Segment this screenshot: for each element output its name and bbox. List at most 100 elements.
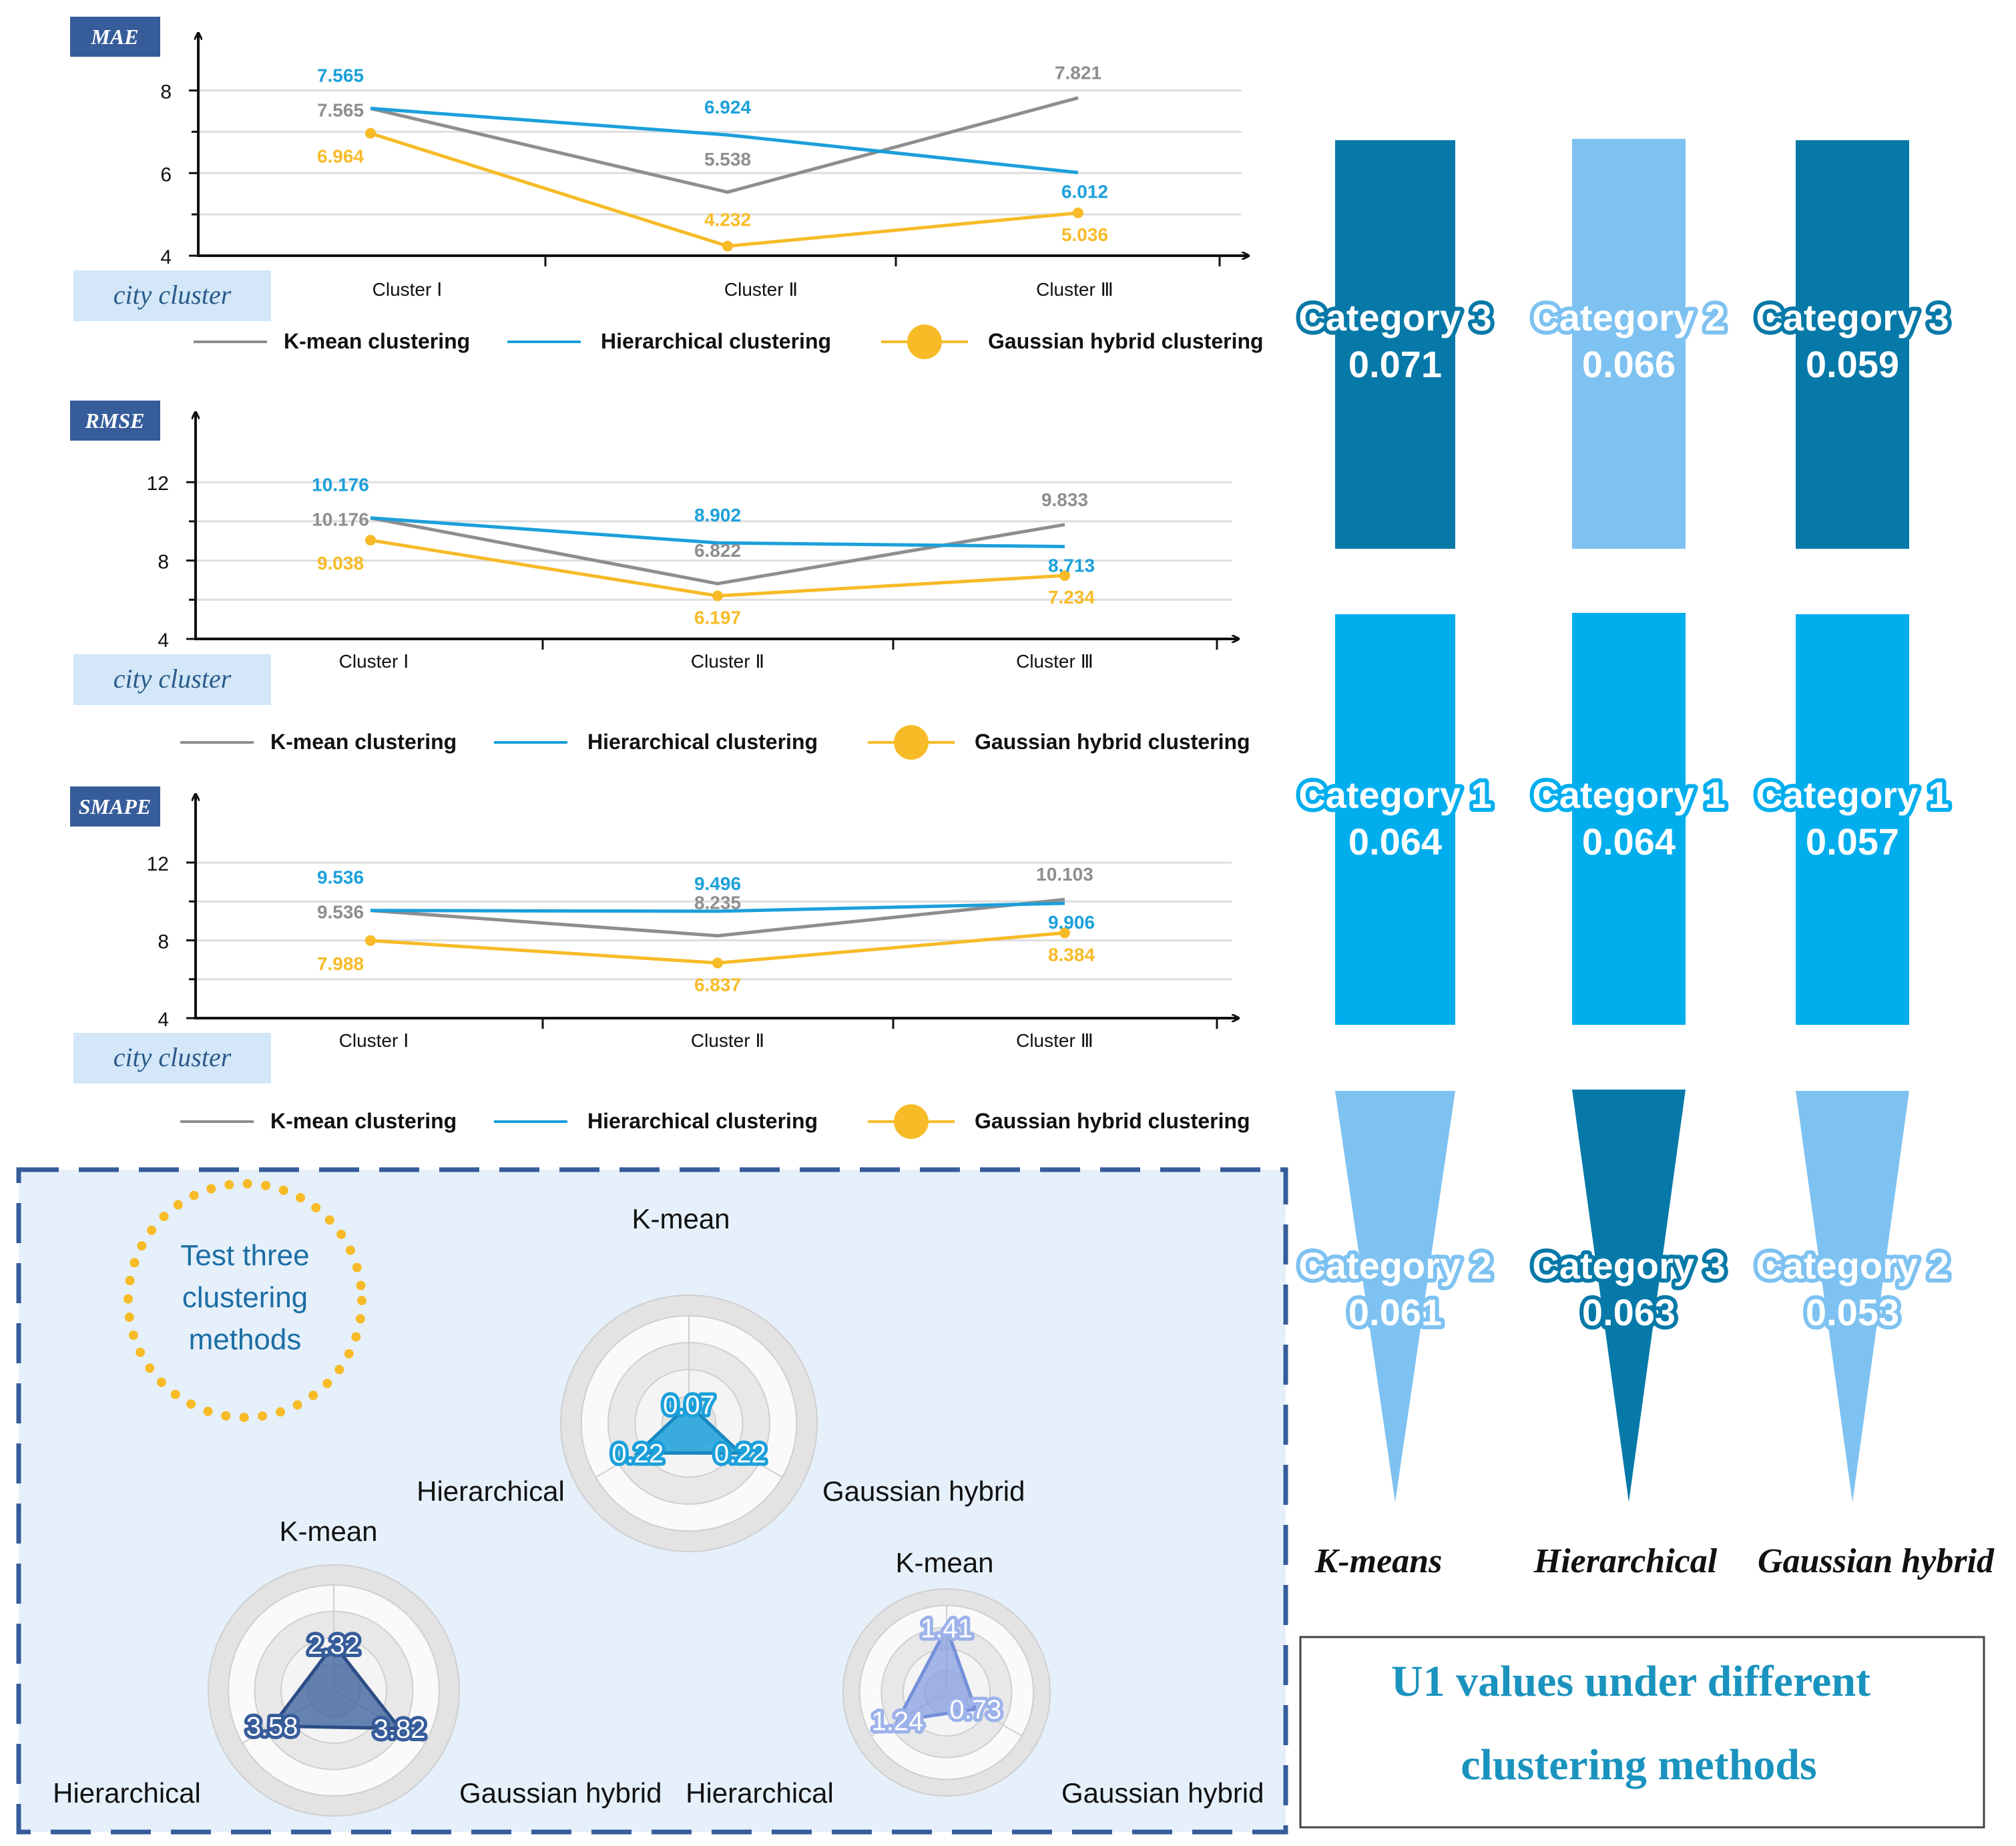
badge-text-line3: methods (189, 1323, 302, 1356)
radar-value-label: 3.82 (374, 1714, 426, 1744)
legend-marker-gaussian (894, 1104, 929, 1139)
x-tick-label: Cluster Ⅱ (724, 279, 798, 300)
x-axis-title: city cluster (113, 664, 232, 694)
x-axis-title: city cluster (113, 1042, 232, 1072)
radar-axis-label: K-mean (632, 1203, 730, 1234)
radar-axis-label: Hierarchical (686, 1777, 834, 1809)
radar-polygon (894, 1624, 978, 1723)
u1-bar (1796, 614, 1909, 1025)
data-label: 6.924 (704, 97, 751, 118)
u1-bar (1796, 1091, 1909, 1502)
u1-bar (1572, 139, 1686, 549)
data-label: 8.235 (694, 893, 741, 913)
y-tick-label: 12 (147, 473, 169, 495)
data-label: 7.565 (317, 99, 364, 120)
legend-label-gaussian: Gaussian hybrid clustering (975, 730, 1250, 754)
series-line-1 (370, 516, 1065, 549)
u1-category-label: Category 1 (1532, 774, 1725, 816)
radar-value-label: 0.22 (714, 1439, 766, 1468)
data-label: 6.964 (317, 146, 364, 167)
badge-text-line1: Test three (180, 1239, 309, 1272)
legend-label-kmean: K-mean clustering (284, 329, 470, 353)
series-point (712, 957, 723, 969)
series-point (365, 935, 376, 946)
radar-axis-label: K-mean (895, 1547, 993, 1578)
metric-badge (70, 786, 160, 827)
x-axis-title: city cluster (113, 280, 232, 310)
u1-category-label: Category 2 (1756, 1244, 1949, 1287)
radar-value-label: 0.22 (611, 1439, 664, 1468)
u1-title-line1: U1 values under different (1391, 1657, 1870, 1706)
series-line-1 (370, 106, 1079, 174)
metric-badge (70, 401, 160, 441)
legend-label-hierarchical: Hierarchical clustering (587, 1109, 818, 1133)
series-line-1 (370, 901, 1065, 913)
data-label: 9.906 (1048, 912, 1095, 933)
metric-title: MAE (90, 25, 138, 49)
data-label: 6.197 (694, 608, 741, 628)
radar-axis-label: Gaussian hybrid (822, 1475, 1025, 1507)
data-label: 6.822 (694, 540, 741, 561)
legend-label-hierarchical: Hierarchical clustering (587, 730, 818, 754)
radar-axis-label: Hierarchical (53, 1777, 201, 1809)
metric-title: RMSE (85, 409, 145, 433)
u1-bars: Category 3 0.071 Category 2 0.066 Category 3… (1294, 139, 1953, 1502)
x-tick-label: Cluster Ⅰ (372, 279, 443, 300)
data-label: 9.496 (694, 873, 741, 894)
radar-axis-label: K-mean (279, 1516, 377, 1547)
legend-marker-gaussian (907, 324, 942, 359)
dotted-badge-ring (123, 1179, 366, 1422)
series-point (365, 128, 376, 139)
legend-label-hierarchical: Hierarchical clustering (601, 329, 831, 353)
data-label: 9.536 (317, 902, 364, 923)
u1-bar (1796, 140, 1909, 549)
data-label: 5.538 (704, 149, 751, 170)
radar-value-label: 3.58 (246, 1712, 298, 1741)
series-line-0 (370, 897, 1065, 938)
data-label: 6.837 (694, 974, 741, 995)
smape-chart: 4 8 12 Cluster Ⅰ Cluster Ⅱ Cluster Ⅲ SMAPE city… (70, 786, 1250, 1139)
radar-chart-rmse: 2.32 3.82 3.58 K-mean Gaussian hybrid Hierarc… (53, 1516, 662, 1817)
y-tick-label: 4 (158, 1009, 169, 1031)
x-tick-label: Cluster Ⅱ (691, 651, 764, 672)
u1-bar (1335, 140, 1455, 549)
series-point (1059, 570, 1070, 582)
u1-category-label: Category 1 (1756, 774, 1949, 816)
u1-bar (1572, 613, 1686, 1025)
data-label: 9.038 (317, 553, 364, 573)
u1-category-label: Category 3 (1298, 296, 1491, 338)
y-tick-label: 4 (160, 246, 172, 268)
radar-axis-label: Gaussian hybrid (1061, 1777, 1264, 1809)
u1-value-label: 0.071 (1348, 343, 1442, 385)
series-point (722, 240, 733, 252)
u1-title-box (1299, 1636, 1985, 1829)
y-tick-label: 8 (160, 81, 172, 103)
radar-axis-label: Hierarchical (417, 1475, 565, 1507)
x-tick-label: Cluster Ⅰ (339, 651, 409, 672)
legend-label-kmean: K-mean clustering (270, 730, 457, 754)
data-label: 5.036 (1061, 224, 1108, 245)
data-label: 7.988 (317, 953, 364, 974)
series-point (712, 590, 723, 602)
radar-polygon (268, 1641, 403, 1730)
x-tick-label: Cluster Ⅲ (1016, 1030, 1093, 1051)
u1-column-label-hierarchical: Hierarchical (1533, 1542, 1718, 1580)
u1-title-line2: clustering methods (1461, 1741, 1816, 1789)
series-point (1073, 207, 1083, 218)
data-label: 10.176 (312, 509, 369, 530)
u1-value-label: 0.057 (1806, 821, 1899, 863)
radar-value-label: 0.73 (949, 1695, 1001, 1724)
data-label: 8.384 (1048, 944, 1095, 965)
legend-marker-gaussian (894, 725, 929, 760)
x-tick-label: Cluster Ⅲ (1016, 651, 1093, 672)
data-label: 6.012 (1061, 182, 1108, 202)
y-tick-label: 12 (147, 853, 169, 875)
radar-chart-smape: 1.41 0.73 1.24 K-mean Gaussian hybrid Hierarc… (686, 1547, 1264, 1809)
radar-value-label: 0.07 (663, 1391, 715, 1420)
legend-label-gaussian: Gaussian hybrid clustering (975, 1109, 1250, 1133)
radar-polygon (633, 1402, 745, 1455)
series-line-0 (370, 96, 1079, 194)
metric-badge (70, 17, 160, 57)
